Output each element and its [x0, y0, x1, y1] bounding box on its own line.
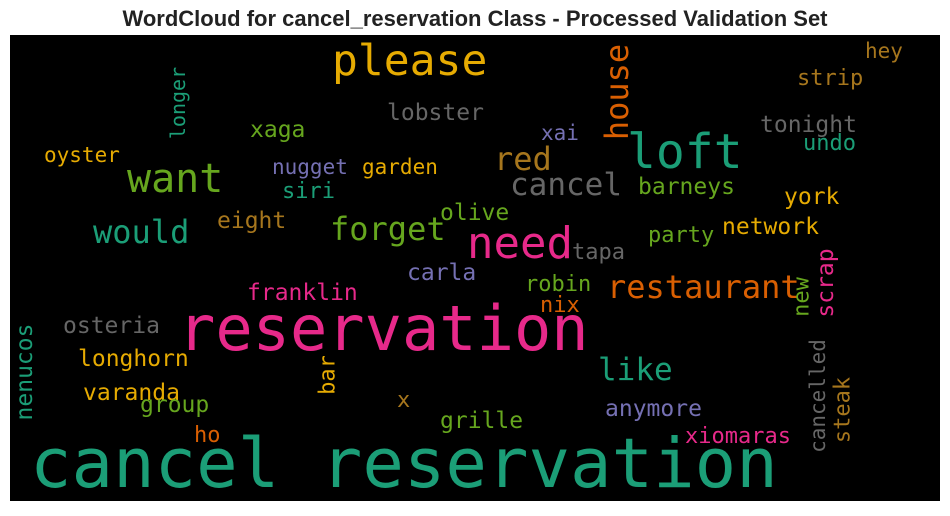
- word: carla: [407, 260, 476, 286]
- title: WordCloud for cancel_reservation Class -…: [122, 6, 828, 31]
- word: party: [648, 223, 714, 248]
- word: network: [722, 214, 819, 240]
- word: need: [467, 218, 573, 269]
- word: nenucos: [12, 324, 38, 421]
- word: robin: [525, 272, 591, 297]
- word: longhorn: [78, 346, 189, 372]
- word: oyster: [44, 143, 120, 167]
- word: anymore: [605, 396, 702, 422]
- cloud-background: [10, 35, 940, 501]
- word: varanda: [83, 380, 180, 406]
- word: scrap: [813, 248, 839, 317]
- word: loft: [627, 124, 743, 180]
- words: cancel reservation reservation please loft n…: [12, 36, 903, 504]
- word: restaurant: [607, 268, 800, 306]
- word: grille: [440, 408, 523, 434]
- word: red: [494, 140, 552, 178]
- word: xai: [541, 121, 579, 145]
- word: siri: [282, 179, 335, 204]
- word: x: [397, 388, 410, 413]
- word: strip: [797, 66, 863, 91]
- word: reservation: [178, 292, 589, 365]
- word: undo: [803, 131, 856, 156]
- word: tapa: [572, 240, 625, 265]
- word: cancel reservation: [30, 424, 778, 504]
- word: hey: [865, 39, 903, 63]
- word: ho: [194, 423, 221, 448]
- word: please: [332, 36, 487, 86]
- word: barneys: [638, 174, 735, 200]
- word: franklin: [247, 280, 358, 306]
- word: tonight: [760, 112, 857, 138]
- word: bar: [316, 355, 341, 395]
- word: nix: [540, 293, 580, 318]
- word: would: [93, 213, 189, 251]
- word: osteria: [63, 313, 160, 339]
- word: want: [127, 156, 223, 202]
- word: like: [598, 352, 673, 388]
- word: york: [784, 184, 840, 210]
- word: forget: [330, 210, 446, 248]
- word: xaga: [250, 117, 305, 143]
- word: cancel: [510, 167, 622, 203]
- word: eight: [217, 208, 286, 234]
- word: lobster: [387, 100, 484, 126]
- word: longer: [166, 67, 190, 139]
- word: steak: [831, 377, 856, 443]
- word: new: [790, 276, 815, 316]
- word: xiomaras: [685, 424, 791, 449]
- word: house: [598, 44, 636, 140]
- word: nugget: [272, 155, 348, 179]
- word: garden: [362, 155, 438, 179]
- word: olive: [440, 200, 509, 226]
- word: cancelled: [806, 339, 830, 453]
- word: group: [140, 392, 209, 418]
